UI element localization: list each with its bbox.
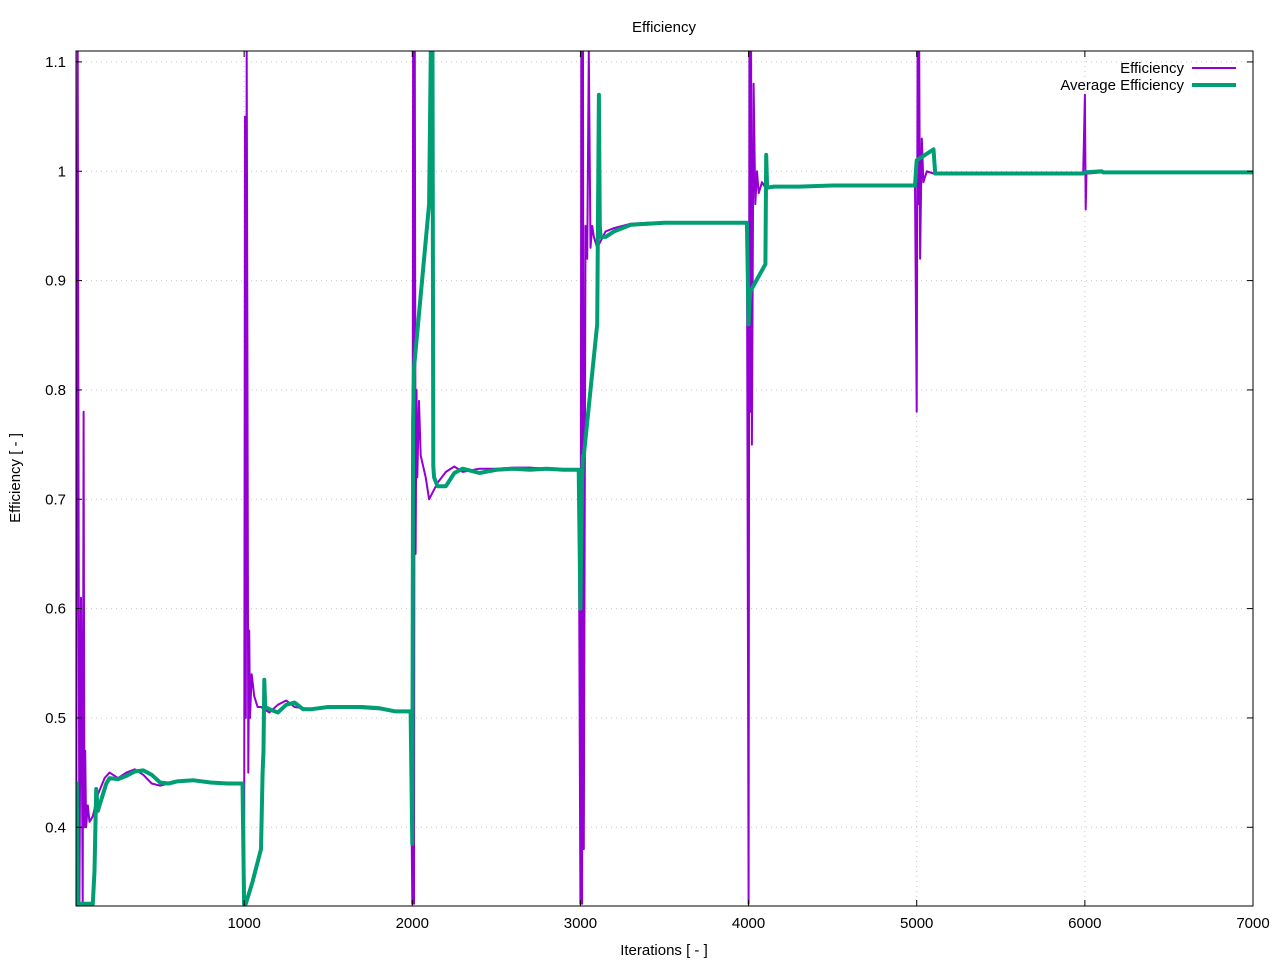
x-axis-label: Iterations [ - ] [620, 942, 708, 959]
y-tick-label: 1 [58, 163, 66, 180]
y-tick-label: 0.7 [45, 491, 66, 508]
y-tick-label: 0.6 [45, 601, 66, 618]
y-tick-label: 0.9 [45, 273, 66, 290]
legend-label: Average Efficiency [1060, 77, 1184, 94]
y-tick-label: 0.4 [45, 819, 66, 836]
y-tick-label: 0.5 [45, 710, 66, 727]
y-tick-label: 0.8 [45, 382, 66, 399]
chart-title: Efficiency [632, 19, 696, 36]
y-tick-label: 1.1 [45, 54, 66, 71]
grid [76, 51, 1253, 906]
plot-frame [75, 50, 1254, 907]
x-tick-label: 6000 [1068, 915, 1101, 932]
x-tick-label: 4000 [732, 915, 765, 932]
series-line-efficiency [76, 51, 1253, 905]
series-layer [76, 51, 1253, 906]
x-tick-label: 5000 [900, 915, 933, 932]
y-axis-label: Efficiency [ - ] [7, 433, 24, 523]
series-line-average-efficiency [76, 51, 1253, 906]
legend-label: Efficiency [1120, 60, 1184, 77]
x-tick-label: 7000 [1236, 915, 1269, 932]
x-tick-label: 2000 [396, 915, 429, 932]
x-tick-label: 1000 [227, 915, 260, 932]
ticks: 1000 2000 3000 4000 5000 6000 7000 0.4 0.5 0.6 0.7… [45, 51, 1270, 932]
x-tick-label: 3000 [564, 915, 597, 932]
